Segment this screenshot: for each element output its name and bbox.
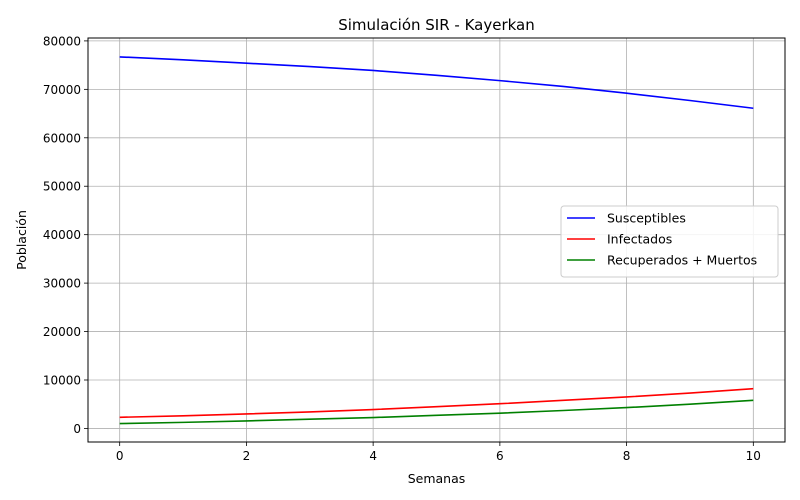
y-tick-label: 10000	[43, 373, 81, 387]
x-tick-label: 0	[116, 449, 124, 463]
y-tick-label: 80000	[43, 34, 81, 48]
x-tick-label: 10	[746, 449, 761, 463]
y-tick-label: 20000	[43, 325, 81, 339]
legend-label: Recuperados + Muertos	[607, 253, 757, 268]
legend-label: Infectados	[607, 232, 672, 247]
x-tick-label: 6	[496, 449, 504, 463]
y-axis-label: Población	[14, 210, 29, 270]
series-line-2	[119, 399, 754, 425]
series-line-0	[119, 56, 754, 110]
legend-label: Susceptibles	[607, 211, 686, 226]
axis-ticks: 0 2 4 6 8 10 0 10000 20000 30000 40000 50000 60000 70…	[43, 34, 761, 463]
x-tick-label: 2	[243, 449, 251, 463]
series-lines	[119, 56, 754, 425]
plot-frame	[87, 37, 786, 443]
series-line-1	[119, 387, 754, 419]
x-tick-label: 8	[623, 449, 631, 463]
y-tick-label: 60000	[43, 131, 81, 145]
legend-box	[560, 205, 779, 278]
x-axis-label: Semanas	[408, 471, 466, 486]
legend: Susceptibles Infectados Recuperados + Muer…	[560, 205, 779, 278]
x-tick-label: 4	[369, 449, 377, 463]
y-tick-label: 30000	[43, 277, 81, 291]
y-tick-label: 70000	[43, 83, 81, 97]
y-tick-label: 40000	[43, 228, 81, 242]
y-tick-label: 0	[73, 422, 81, 436]
chart-title: Simulación SIR - Kayerkan	[338, 16, 535, 34]
y-tick-label: 50000	[43, 180, 81, 194]
